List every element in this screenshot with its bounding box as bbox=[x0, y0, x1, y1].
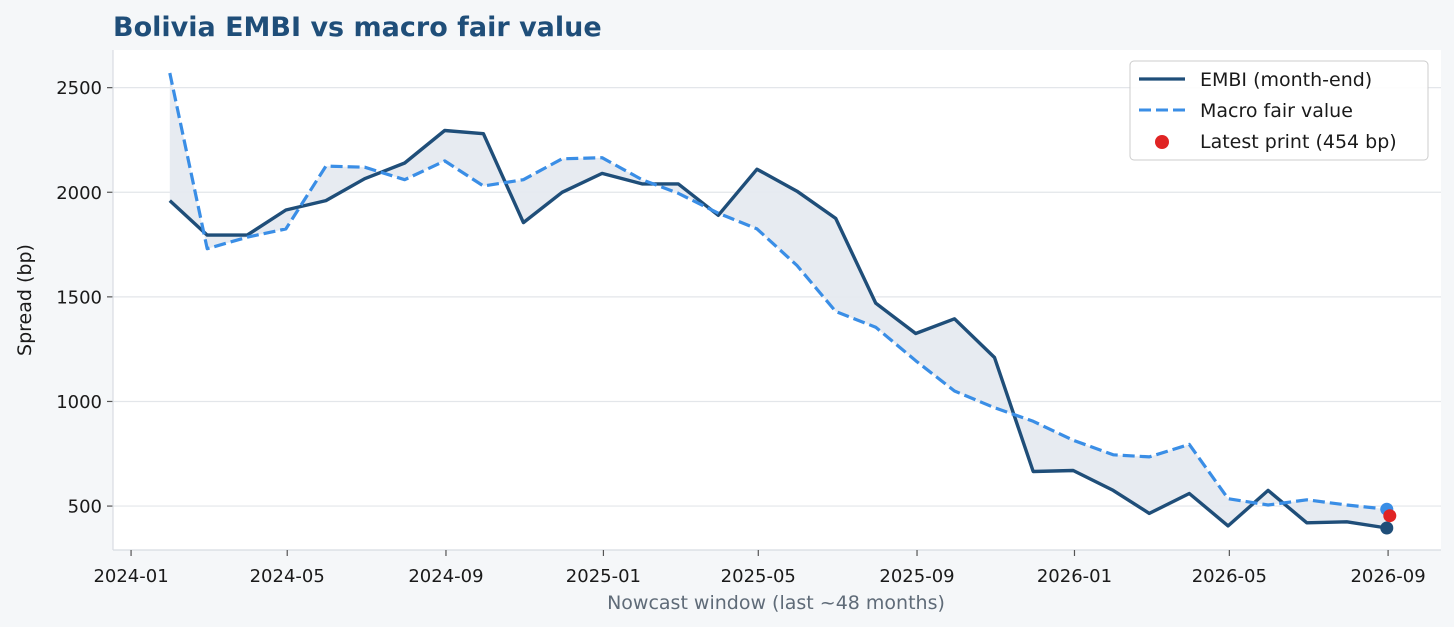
legend-embi-label: EMBI (month-end) bbox=[1200, 69, 1372, 91]
x-tick-label: 2026-05 bbox=[1192, 566, 1267, 587]
y-tick-label: 2500 bbox=[56, 78, 102, 99]
x-tick-label: 2024-05 bbox=[250, 566, 325, 587]
x-tick-label: 2025-05 bbox=[721, 566, 796, 587]
x-tick-label: 2025-09 bbox=[879, 566, 954, 587]
legend-box bbox=[1129, 60, 1429, 161]
x-tick-label: 2025-01 bbox=[566, 566, 641, 587]
embi-line bbox=[168, 128, 1388, 530]
x-tick-label: 2024-09 bbox=[408, 566, 483, 587]
y-tick-label: 2000 bbox=[56, 183, 102, 204]
latest-print-marker bbox=[1383, 509, 1397, 523]
series-layer bbox=[168, 72, 1388, 530]
legend-latest-print-swatch bbox=[1155, 135, 1169, 149]
embi-endpoint bbox=[1380, 521, 1394, 535]
y-axis-label: Spread (bp) bbox=[14, 244, 36, 356]
x-axis-label: Nowcast window (last ~48 months) bbox=[607, 592, 945, 614]
markers-layer bbox=[1380, 502, 1397, 535]
x-tick-label: 2026-09 bbox=[1350, 566, 1425, 587]
x-tick-label: 2024-01 bbox=[93, 566, 168, 587]
legend-fair-value-label: Macro fair value bbox=[1200, 100, 1353, 122]
axes bbox=[107, 50, 1441, 556]
chart-title: Bolivia EMBI vs macro fair value bbox=[113, 12, 602, 43]
y-tick-label: 1500 bbox=[56, 287, 102, 308]
y-tick-label: 500 bbox=[68, 497, 102, 518]
x-tick-label: 2026-01 bbox=[1037, 566, 1112, 587]
legend: EMBI (month-end) Macro fair value Latest… bbox=[1129, 60, 1429, 161]
y-tick-labels: 500 1000 1500 2000 2500 bbox=[56, 78, 102, 517]
fair-value-line bbox=[168, 72, 1387, 511]
y-tick-label: 1000 bbox=[56, 392, 102, 413]
x-tick-labels: 2024-01 2024-05 2024-09 2025-01 2025-05 2025-… bbox=[93, 566, 1425, 587]
legend-latest-print-label: Latest print (454 bp) bbox=[1200, 131, 1397, 153]
